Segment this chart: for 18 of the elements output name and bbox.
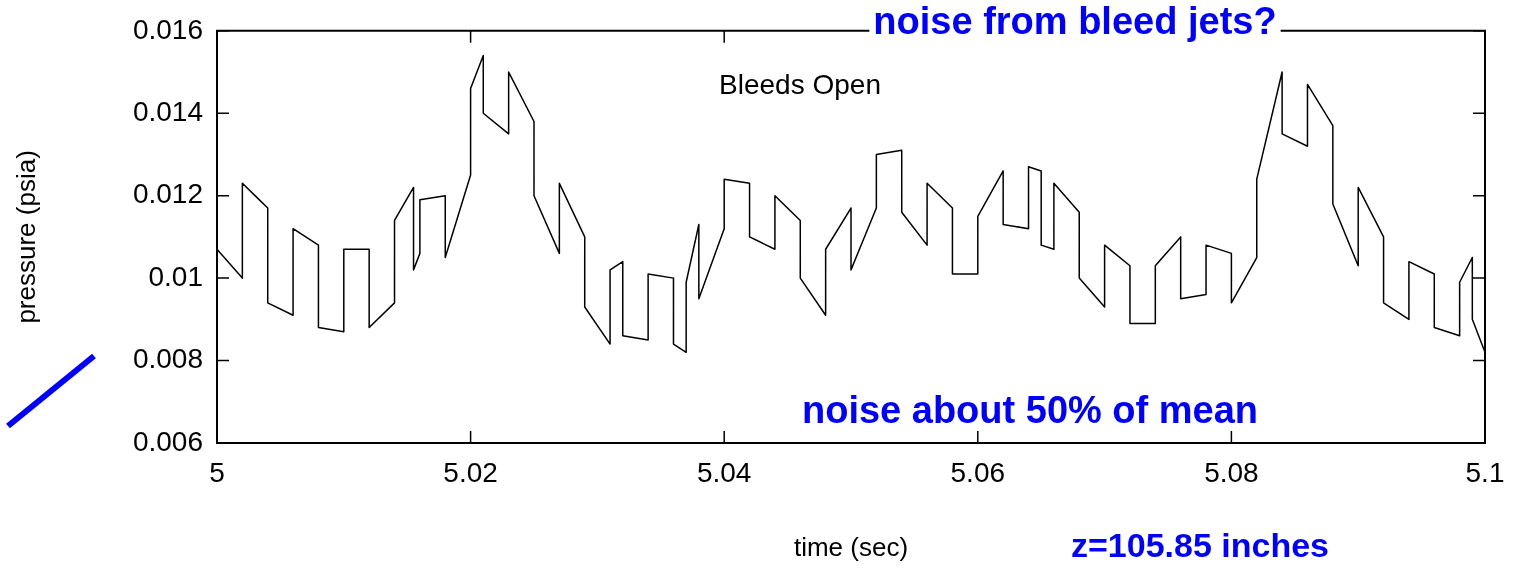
x-tick-label: 5 xyxy=(209,456,225,488)
y-axis-title: pressure (psia) xyxy=(10,150,41,324)
x-tick-label: 5.02 xyxy=(443,456,498,488)
x-tick-label: 5.06 xyxy=(950,456,1006,488)
text: z=105.85 inches xyxy=(1070,526,1330,565)
y-tick-label: 0.006 xyxy=(132,425,203,457)
x-tick-label: 5.08 xyxy=(1204,456,1259,488)
x-axis-title: time (sec) xyxy=(793,531,909,562)
y-tick-label: 0.01 xyxy=(148,260,203,292)
y-tick-label: 0.016 xyxy=(132,13,203,45)
y-tick-label: 0.012 xyxy=(132,178,203,210)
annotation: noise from bleed jets? xyxy=(873,0,1277,43)
y-tick-label: 0.014 xyxy=(132,95,203,127)
annotation: Bleeds Open xyxy=(719,68,881,100)
x-tick-label: 5.04 xyxy=(696,456,752,488)
y-tick-label: 0.008 xyxy=(132,343,203,375)
x-tick-label: 5.1 xyxy=(1465,456,1505,488)
annotation: noise about 50% of mean xyxy=(801,389,1259,432)
